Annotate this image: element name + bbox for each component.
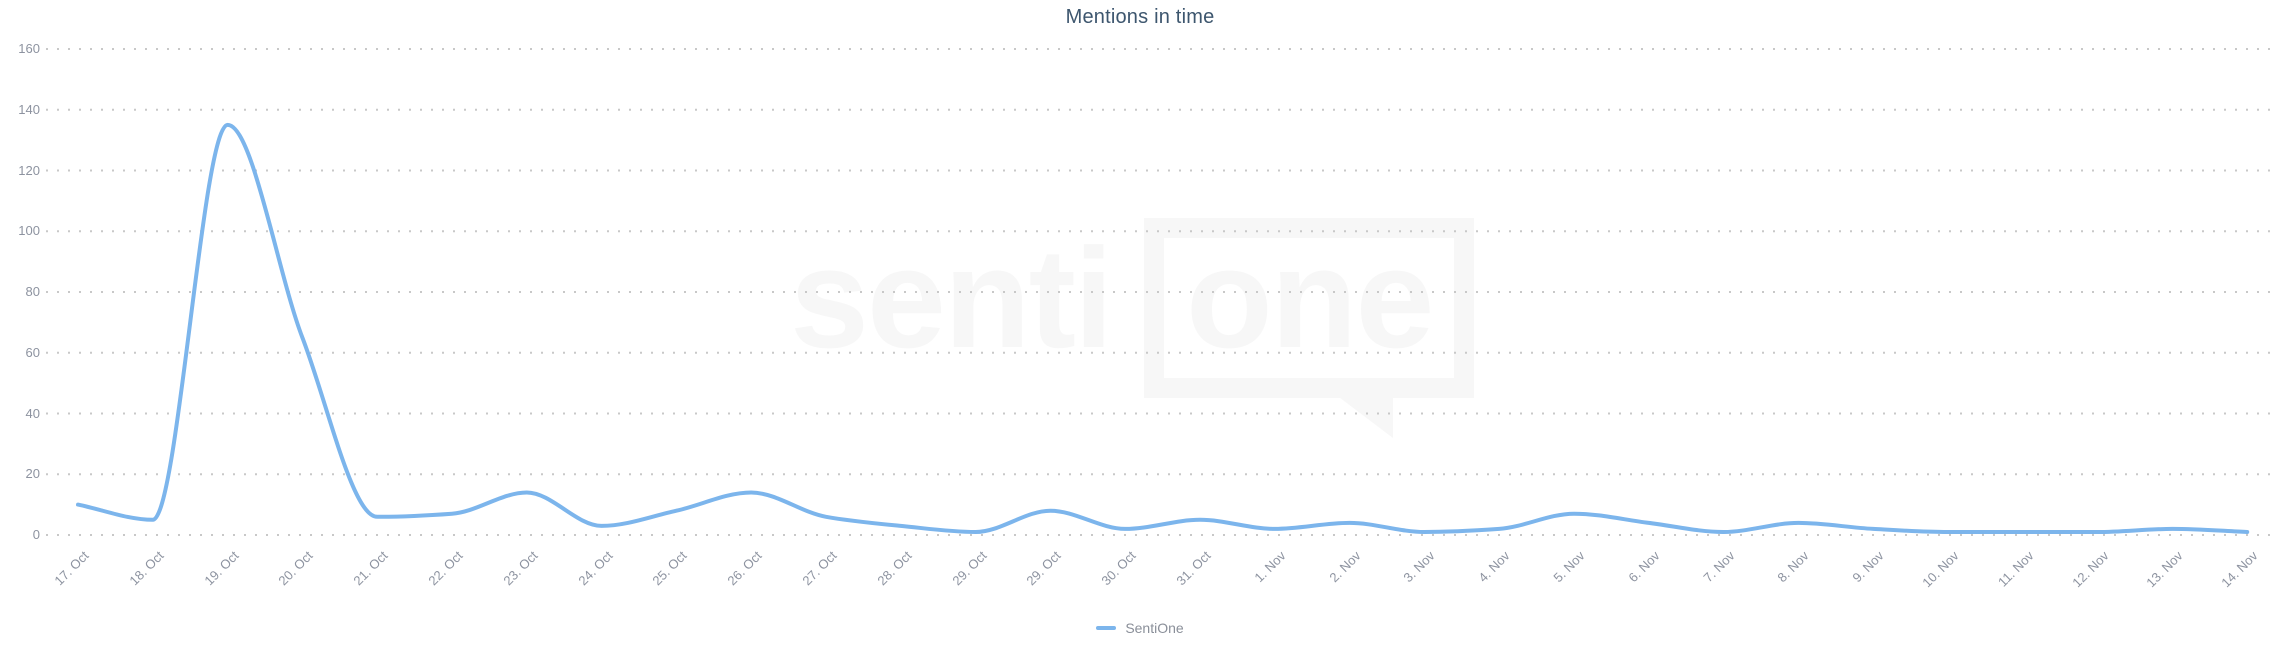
legend: SentiOne [0, 620, 2280, 636]
y-axis-label-40: 40 [25, 406, 40, 421]
y-axis-label-100: 100 [18, 223, 40, 238]
y-axis-label-60: 60 [25, 345, 40, 360]
legend-line-marker [1096, 626, 1117, 630]
legend-item-sentione[interactable]: SentiOne [1096, 620, 1184, 636]
chart-title: Mentions in time [1065, 6, 1215, 28]
y-axis-label-120: 120 [18, 163, 40, 178]
y-axis-label-20: 20 [25, 466, 40, 481]
watermark-graphic: senti one [790, 218, 1474, 438]
watermark-bubble-tail [1327, 388, 1393, 438]
legend-label: SentiOne [1125, 620, 1184, 636]
sentione-watermark: senti one [790, 178, 1510, 463]
watermark-text-one: one [1186, 219, 1432, 378]
watermark-text-senti: senti [790, 219, 1111, 378]
gridlines [46, 48, 2272, 536]
watermark-speech-bubble [1144, 218, 1474, 398]
series-line-sentione[interactable] [76, 122, 2250, 534]
y-axis-label-160: 160 [18, 41, 40, 56]
y-axis-label-80: 80 [25, 284, 40, 299]
y-axis-label-140: 140 [18, 102, 40, 117]
y-axis-label-0: 0 [32, 527, 40, 542]
